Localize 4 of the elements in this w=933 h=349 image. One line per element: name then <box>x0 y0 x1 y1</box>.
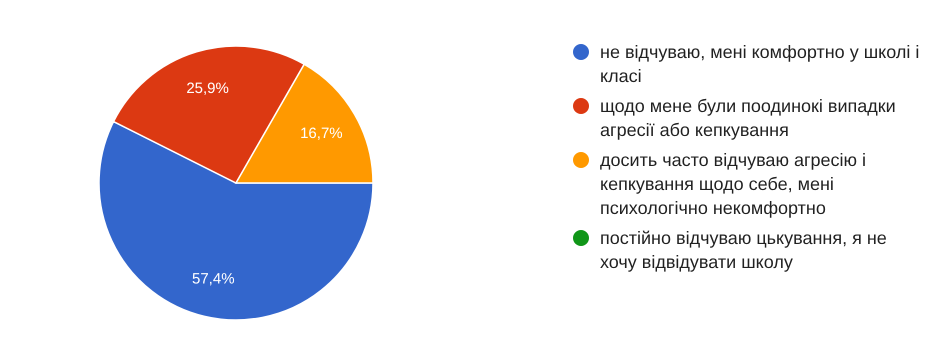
data-label: 57,4% <box>192 270 235 288</box>
legend-label: постійно відчуваю цькування, я не хочу відвідувати школу <box>600 228 887 272</box>
data-label: 25,9% <box>186 80 229 98</box>
data-label: 16,7% <box>300 125 343 142</box>
